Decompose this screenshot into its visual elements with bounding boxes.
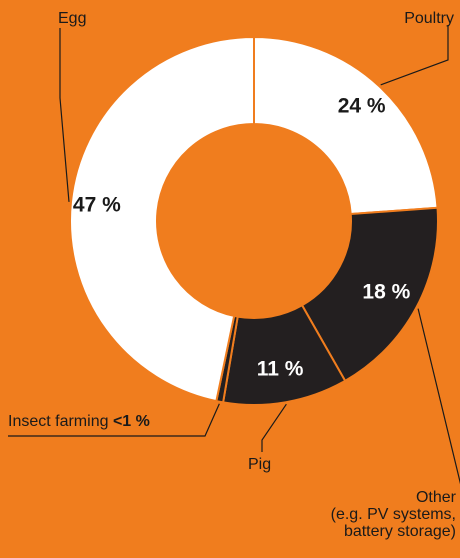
leader-line-poultry	[380, 25, 449, 86]
label-other-line1: Other	[415, 489, 456, 506]
leader-line-egg	[59, 28, 70, 202]
value-label-pig: 11 %	[257, 358, 304, 381]
slice-poultry	[253, 35, 439, 216]
label-insect-value: <1 %	[112, 413, 150, 430]
slice-egg	[69, 35, 255, 403]
label-poultry: Poultry	[404, 10, 454, 27]
label-egg: Egg	[58, 10, 87, 27]
label-other-line3: battery storage)	[343, 523, 456, 540]
value-label-other: 18 %	[362, 281, 410, 304]
slice-other	[300, 206, 439, 383]
value-label-egg: 47 %	[73, 194, 121, 217]
label-other-line2: (e.g. PV systems,	[330, 506, 456, 523]
label-other: Other (e.g. PV systems, battery storage)	[256, 489, 456, 540]
label-insect-farming: Insect farming <1 %	[8, 413, 150, 430]
leader-line-other	[417, 308, 460, 485]
value-label-poultry: 24 %	[338, 94, 386, 117]
label-insect-name: Insect farming	[8, 413, 109, 430]
label-pig: Pig	[248, 456, 272, 473]
leader-line-insect-farming	[8, 403, 220, 437]
leader-line-pig	[261, 403, 287, 452]
